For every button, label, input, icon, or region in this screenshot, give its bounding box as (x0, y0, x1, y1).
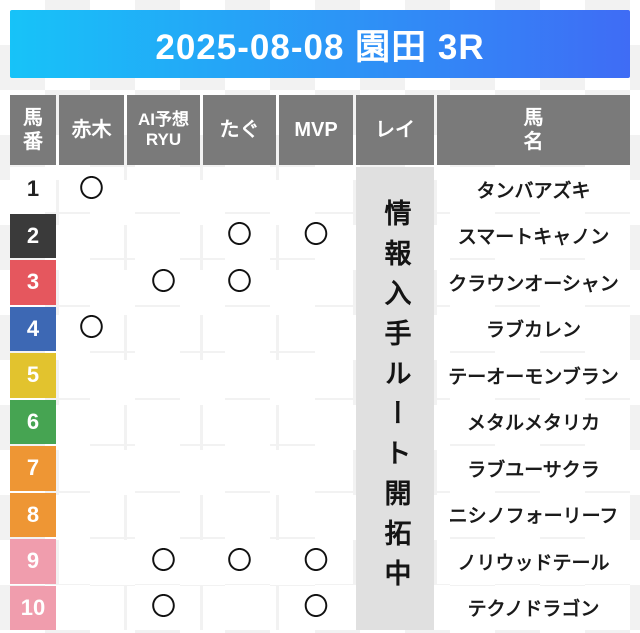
mark-cell: 〇 (127, 260, 200, 305)
umaban-cell: 9 (10, 539, 56, 584)
mark-cell: 〇 (203, 260, 276, 305)
mark-cell (203, 306, 276, 351)
mark-cell: 〇 (279, 585, 353, 630)
umaban-cell: 8 (10, 492, 56, 537)
mark-cell (59, 539, 124, 584)
mark-cell (203, 585, 276, 630)
mark-cell (203, 167, 276, 212)
header-label: 番 (23, 131, 43, 153)
header-label: 赤木 (71, 119, 112, 141)
rei-notice: 情報入手ルート開拓中 (356, 167, 434, 630)
header-label: 馬 (523, 107, 544, 129)
horse-name-cell: ラブカレン (437, 306, 630, 351)
column-header-rei: レイ (356, 95, 434, 165)
umaban-cell: 4 (10, 306, 56, 351)
header-label: AI予想 (138, 109, 189, 129)
umaban-cell: 7 (10, 446, 56, 491)
mark-cell (127, 213, 200, 258)
horse-name-cell: クラウンオーシャン (437, 260, 630, 305)
horse-name-cell: スマートキャノン (437, 213, 630, 258)
mark-cell (279, 167, 353, 212)
column-akagi: 赤木 〇 〇 (59, 95, 124, 630)
horse-name-cell: タンバアズキ (437, 167, 630, 212)
mark-cell (279, 492, 353, 537)
header-label: MVP (294, 119, 338, 141)
umaban-cell: 6 (10, 399, 56, 444)
mark-cell: 〇 (279, 213, 353, 258)
column-umaban: 馬 番 1 2 3 4 5 6 7 8 9 10 (10, 95, 56, 630)
horse-name-cell: ノリウッドテール (437, 539, 630, 584)
column-header-mvp: MVP (279, 95, 353, 165)
mark-cell (279, 399, 353, 444)
column-rei: レイ 情報入手ルート開拓中 (356, 95, 434, 630)
mark-cell (127, 353, 200, 398)
mark-cell (59, 446, 124, 491)
umaban-cell: 5 (10, 353, 56, 398)
mark-cell (127, 446, 200, 491)
column-header-ai-yosou-ryu: AI予想 RYU (127, 95, 200, 165)
umaban-cell: 3 (10, 260, 56, 305)
header-label: レイ (375, 119, 415, 141)
umaban-cell: 1 (10, 167, 56, 212)
horse-name-cell: テーオーモンブラン (437, 353, 630, 398)
race-title: 2025-08-08 園田 3R (155, 27, 485, 67)
mark-cell (127, 306, 200, 351)
mark-cell (59, 213, 124, 258)
mark-cell: 〇 (59, 306, 124, 351)
mark-cell (279, 260, 353, 305)
mark-cell: 〇 (127, 539, 200, 584)
mark-cell: 〇 (203, 213, 276, 258)
mark-cell (127, 492, 200, 537)
prediction-table: 馬 番 1 2 3 4 5 6 7 8 9 10 赤木 〇 〇 AI予想 RYU (10, 95, 630, 630)
horse-name-cell: ニシノフォーリーフ (437, 492, 630, 537)
mark-cell (203, 353, 276, 398)
horse-name-cell: メタルメタリカ (437, 399, 630, 444)
horse-name-cell: テクノドラゴン (437, 585, 630, 630)
mark-cell (59, 492, 124, 537)
mark-cell (279, 306, 353, 351)
mark-cell (279, 353, 353, 398)
column-ai-yosou-ryu: AI予想 RYU 〇 〇 〇 (127, 95, 200, 630)
header-label: 馬 (23, 107, 43, 129)
mark-cell (59, 260, 124, 305)
mark-cell (127, 399, 200, 444)
mark-cell (203, 446, 276, 491)
mark-cell (203, 399, 276, 444)
race-title-banner: 2025-08-08 園田 3R (10, 10, 630, 78)
column-header-bamei: 馬 名 (437, 95, 630, 165)
umaban-cell: 2 (10, 213, 56, 258)
column-header-umaban: 馬 番 (10, 95, 56, 165)
mark-cell (203, 492, 276, 537)
header-label: 名 (523, 131, 544, 153)
column-tagu: たぐ 〇 〇 〇 (203, 95, 276, 630)
column-header-tagu: たぐ (203, 95, 276, 165)
mark-cell (59, 585, 124, 630)
mark-cell (127, 167, 200, 212)
mark-cell: 〇 (59, 167, 124, 212)
header-label: RYU (145, 130, 182, 149)
mark-cell (279, 446, 353, 491)
column-header-akagi: 赤木 (59, 95, 124, 165)
mark-cell: 〇 (279, 539, 353, 584)
mark-cell (59, 399, 124, 444)
header-label: たぐ (219, 119, 260, 141)
mark-cell: 〇 (127, 585, 200, 630)
column-bamei: 馬 名 タンバアズキ スマートキャノン クラウンオーシャン ラブカレン テーオー… (437, 95, 630, 630)
mark-cell (59, 353, 124, 398)
mark-cell: 〇 (203, 539, 276, 584)
horse-name-cell: ラブユーサクラ (437, 446, 630, 491)
umaban-cell: 10 (10, 585, 56, 630)
column-mvp: MVP 〇 〇 〇 (279, 95, 353, 630)
